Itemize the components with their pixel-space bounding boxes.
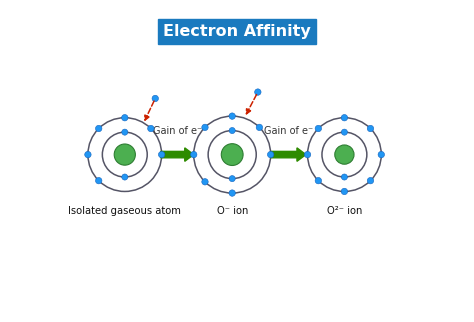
Text: O⁻ ion: O⁻ ion	[217, 206, 248, 216]
Circle shape	[341, 129, 347, 135]
Text: Electron Affinity: Electron Affinity	[163, 24, 311, 39]
Circle shape	[267, 151, 274, 158]
Circle shape	[202, 179, 208, 185]
FancyArrow shape	[271, 148, 306, 161]
Circle shape	[341, 174, 347, 180]
Circle shape	[335, 145, 354, 164]
Circle shape	[158, 151, 165, 158]
Circle shape	[191, 151, 197, 158]
Circle shape	[95, 125, 102, 132]
Circle shape	[315, 125, 321, 132]
FancyArrow shape	[161, 148, 194, 161]
Circle shape	[229, 190, 236, 196]
Circle shape	[256, 124, 263, 131]
Circle shape	[341, 188, 347, 195]
Circle shape	[122, 129, 128, 135]
Circle shape	[315, 177, 321, 184]
Text: Gain of e⁻: Gain of e⁻	[153, 126, 202, 136]
Circle shape	[121, 115, 128, 121]
Circle shape	[221, 144, 243, 166]
Circle shape	[367, 125, 374, 132]
Circle shape	[148, 125, 154, 132]
Circle shape	[304, 151, 311, 158]
Text: Gain of e⁻: Gain of e⁻	[264, 126, 313, 136]
Circle shape	[229, 113, 236, 119]
Text: Isolated gaseous atom: Isolated gaseous atom	[68, 206, 181, 216]
Circle shape	[202, 124, 208, 131]
Circle shape	[367, 177, 374, 184]
Circle shape	[152, 95, 158, 102]
Circle shape	[114, 144, 136, 165]
Text: O²⁻ ion: O²⁻ ion	[327, 206, 362, 216]
Circle shape	[378, 151, 384, 158]
Circle shape	[229, 128, 235, 134]
Circle shape	[122, 174, 128, 180]
Circle shape	[341, 115, 347, 121]
Circle shape	[229, 175, 235, 182]
Circle shape	[255, 89, 261, 95]
Circle shape	[85, 151, 91, 158]
Circle shape	[95, 177, 102, 184]
